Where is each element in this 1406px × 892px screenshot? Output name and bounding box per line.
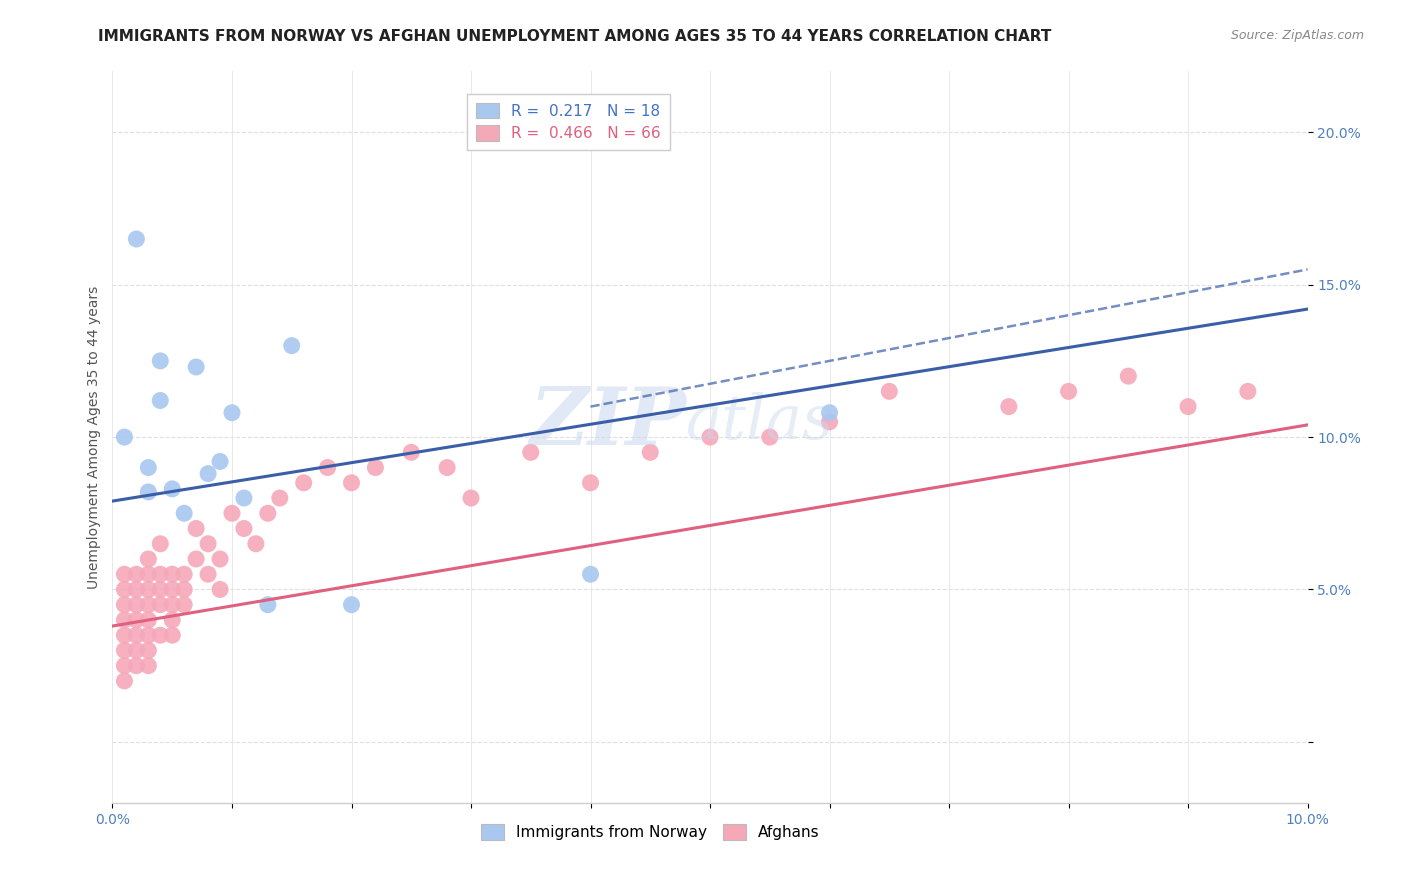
- Y-axis label: Unemployment Among Ages 35 to 44 years: Unemployment Among Ages 35 to 44 years: [87, 285, 101, 589]
- Point: [114, 643, 135, 657]
- Point: [138, 485, 160, 500]
- Point: [173, 582, 195, 597]
- Point: [162, 628, 183, 642]
- Point: [257, 598, 280, 612]
- Point: [364, 460, 387, 475]
- Point: [818, 415, 841, 429]
- Point: [520, 445, 543, 459]
- Point: [125, 567, 148, 582]
- Point: [233, 491, 256, 505]
- Point: [1177, 400, 1199, 414]
- Point: [579, 475, 602, 490]
- Point: [209, 552, 232, 566]
- Point: [197, 537, 219, 551]
- Point: [138, 613, 160, 627]
- Point: [818, 406, 841, 420]
- Point: [138, 658, 160, 673]
- Point: [149, 393, 172, 408]
- Point: [186, 521, 208, 535]
- Text: IMMIGRANTS FROM NORWAY VS AFGHAN UNEMPLOYMENT AMONG AGES 35 TO 44 YEARS CORRELAT: IMMIGRANTS FROM NORWAY VS AFGHAN UNEMPLO…: [98, 29, 1052, 44]
- Point: [209, 454, 232, 468]
- Point: [340, 598, 363, 612]
- Point: [436, 460, 458, 475]
- Point: [114, 567, 135, 582]
- Point: [125, 658, 148, 673]
- Point: [186, 359, 208, 374]
- Point: [281, 338, 304, 352]
- Point: [1057, 384, 1080, 399]
- Point: [759, 430, 782, 444]
- Point: [257, 506, 280, 520]
- Point: [114, 673, 135, 688]
- Point: [1237, 384, 1260, 399]
- Legend: Immigrants from Norway, Afghans: Immigrants from Norway, Afghans: [475, 818, 825, 847]
- Point: [316, 460, 339, 475]
- Point: [221, 506, 243, 520]
- Text: Source: ZipAtlas.com: Source: ZipAtlas.com: [1230, 29, 1364, 42]
- Point: [125, 232, 148, 246]
- Point: [197, 567, 219, 582]
- Point: [162, 582, 183, 597]
- Point: [125, 582, 148, 597]
- Point: [879, 384, 901, 399]
- Point: [209, 582, 232, 597]
- Point: [149, 537, 172, 551]
- Point: [114, 582, 135, 597]
- Point: [149, 567, 172, 582]
- Text: ZIP: ZIP: [529, 384, 686, 461]
- Point: [125, 598, 148, 612]
- Point: [640, 445, 662, 459]
- Point: [125, 613, 148, 627]
- Point: [162, 482, 183, 496]
- Point: [401, 445, 423, 459]
- Point: [162, 613, 183, 627]
- Point: [245, 537, 267, 551]
- Point: [138, 598, 160, 612]
- Point: [114, 628, 135, 642]
- Point: [138, 628, 160, 642]
- Text: atlas: atlas: [686, 392, 835, 452]
- Point: [149, 628, 172, 642]
- Point: [114, 430, 135, 444]
- Point: [149, 582, 172, 597]
- Point: [138, 460, 160, 475]
- Point: [138, 567, 160, 582]
- Point: [186, 552, 208, 566]
- Point: [292, 475, 315, 490]
- Point: [138, 582, 160, 597]
- Point: [173, 506, 195, 520]
- Point: [233, 521, 256, 535]
- Point: [221, 406, 243, 420]
- Point: [114, 658, 135, 673]
- Point: [125, 643, 148, 657]
- Point: [149, 598, 172, 612]
- Point: [1118, 369, 1140, 384]
- Point: [197, 467, 219, 481]
- Point: [579, 567, 602, 582]
- Point: [173, 567, 195, 582]
- Point: [998, 400, 1021, 414]
- Point: [162, 567, 183, 582]
- Point: [699, 430, 721, 444]
- Point: [114, 613, 135, 627]
- Point: [125, 628, 148, 642]
- Point: [340, 475, 363, 490]
- Point: [138, 552, 160, 566]
- Point: [114, 598, 135, 612]
- Point: [149, 354, 172, 368]
- Point: [173, 598, 195, 612]
- Point: [162, 598, 183, 612]
- Point: [138, 643, 160, 657]
- Point: [269, 491, 291, 505]
- Point: [460, 491, 482, 505]
